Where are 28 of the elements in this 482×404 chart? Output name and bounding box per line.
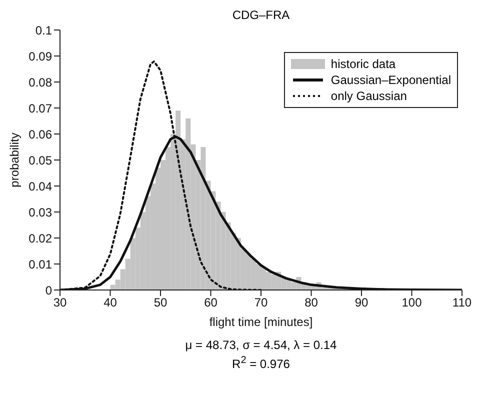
x-tick-label: 100 bbox=[402, 296, 422, 310]
legend-label: only Gaussian bbox=[330, 89, 407, 103]
y-tick-label: 0.05 bbox=[28, 153, 52, 168]
y-axis-title: probability bbox=[7, 132, 22, 188]
x-tick-label: 50 bbox=[154, 296, 168, 310]
x-tick-label: 80 bbox=[304, 296, 318, 310]
x-tick-label: 40 bbox=[104, 296, 118, 310]
x-axis-title: flight time [minutes] bbox=[209, 315, 313, 329]
x-tick-label: 90 bbox=[354, 296, 368, 310]
x-tick-label: 60 bbox=[204, 296, 218, 310]
y-tick-label: 0.1 bbox=[35, 23, 52, 38]
text: R$^{2}$ = 0.976 bbox=[231, 354, 291, 372]
x-tick-label: 70 bbox=[254, 296, 268, 310]
y-tick-label: 0.08 bbox=[28, 75, 52, 90]
y-tick-label: 0.09 bbox=[28, 49, 52, 64]
y-tick-label: 0.06 bbox=[28, 127, 52, 142]
legend-label: Gaussian–Exponential bbox=[330, 73, 451, 87]
text: μ = 48.73, σ = 4.54, λ = 0.14 bbox=[184, 338, 338, 353]
x-tick-label: 30 bbox=[53, 296, 67, 310]
y-tick-label: 0.03 bbox=[28, 205, 52, 220]
y-tick-label: 0.04 bbox=[28, 179, 52, 194]
legend-label: historic data bbox=[330, 57, 396, 71]
y-tick-label: 0.02 bbox=[28, 231, 52, 246]
y-tick-label: 0.01 bbox=[28, 257, 52, 272]
chart-title: CDG–FRA bbox=[231, 8, 291, 22]
y-tick-label: 0 bbox=[45, 283, 52, 298]
x-tick-label: 110 bbox=[452, 296, 472, 310]
y-tick-label: 0.07 bbox=[28, 101, 52, 116]
